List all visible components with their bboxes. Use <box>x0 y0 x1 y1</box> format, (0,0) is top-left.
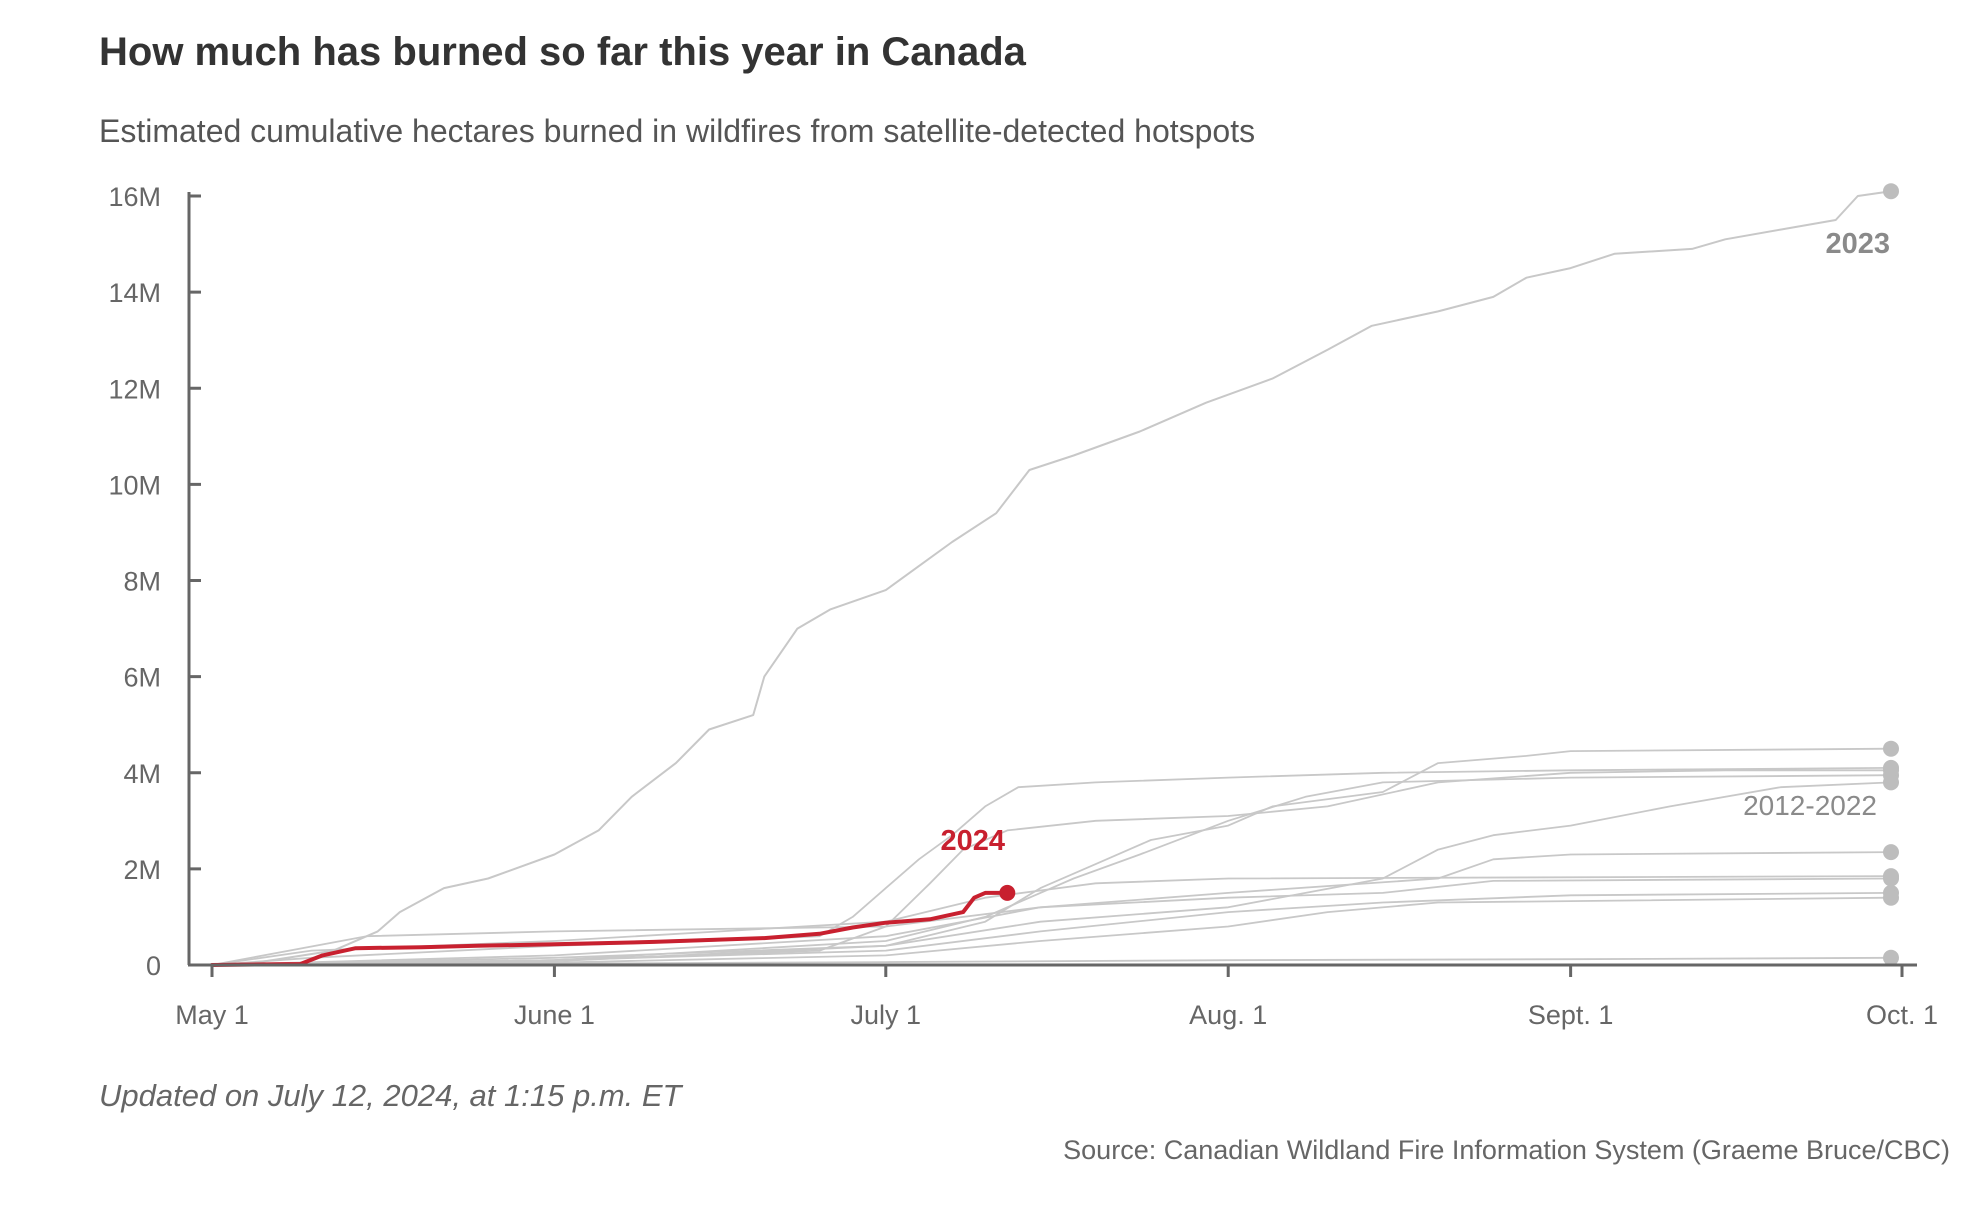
x-tick-label: Sept. 1 <box>1528 1000 1614 1030</box>
series-line-historical-4 <box>211 747 1892 966</box>
y-tick-label: 2M <box>123 855 161 885</box>
series-line-historical-7 <box>211 851 1892 966</box>
series-line-historical-11 <box>211 896 1892 966</box>
x-tick-label: Aug. 1 <box>1189 1000 1267 1030</box>
series-layer <box>210 183 1899 967</box>
chart-title: How much has burned so far this year in … <box>99 30 1026 74</box>
y-tick-label: 14M <box>108 278 161 308</box>
series-endpoint-historical-11 <box>1883 889 1899 906</box>
source-note: Source: Canadian Wildland Fire Informati… <box>1063 1135 1950 1165</box>
series-line-historical-3 <box>211 769 1892 966</box>
series-label-2024: 2024 <box>940 825 1005 857</box>
x-tick-label: July 1 <box>851 1000 922 1030</box>
series-line-2023 <box>211 190 1892 966</box>
series-line-historical-6 <box>211 781 1892 966</box>
series-endpoint-2024 <box>999 884 1016 901</box>
series-endpoint-historical-9 <box>1883 870 1899 887</box>
y-tick-label: 4M <box>123 759 161 789</box>
y-tick-label: 8M <box>123 567 161 597</box>
y-tick-label: 16M <box>108 182 161 212</box>
x-tick-label: May 1 <box>175 1000 249 1030</box>
series-endpoint-historical-12 <box>1883 949 1899 966</box>
series-line-2024 <box>210 890 1010 967</box>
series-line-historical-2 <box>211 767 1892 966</box>
axis-layer: 0 2M 4M 6M 8M 10M 12M 14M 16M May 1 June 1 July 1 Au… <box>108 182 1938 1030</box>
y-tick-label: 0 <box>146 951 161 981</box>
series-line-historical-9 <box>211 877 1892 966</box>
series-endpoint-2023 <box>1883 183 1899 200</box>
y-tick-label: 6M <box>123 663 161 693</box>
series-endpoint-historical-6 <box>1883 774 1899 791</box>
series-label-2023: 2023 <box>1825 228 1890 260</box>
label-layer: 2023 2012-2022 2024 <box>940 228 1890 857</box>
series-line-historical-5 <box>211 774 1892 966</box>
series-endpoint-historical-4 <box>1883 740 1899 757</box>
y-tick-label: 10M <box>108 470 161 500</box>
updated-note: Updated on July 12, 2024, at 1:15 p.m. E… <box>99 1078 682 1113</box>
series-endpoint-historical-7 <box>1883 844 1899 861</box>
chart-subtitle: Estimated cumulative hectares burned in … <box>99 113 1256 149</box>
x-tick-label: Oct. 1 <box>1866 1000 1938 1030</box>
y-tick-label: 12M <box>108 374 161 404</box>
series-label-2012-2022: 2012-2022 <box>1743 790 1877 821</box>
series-line-historical-10 <box>211 892 1892 966</box>
x-tick-label: June 1 <box>514 1000 595 1030</box>
